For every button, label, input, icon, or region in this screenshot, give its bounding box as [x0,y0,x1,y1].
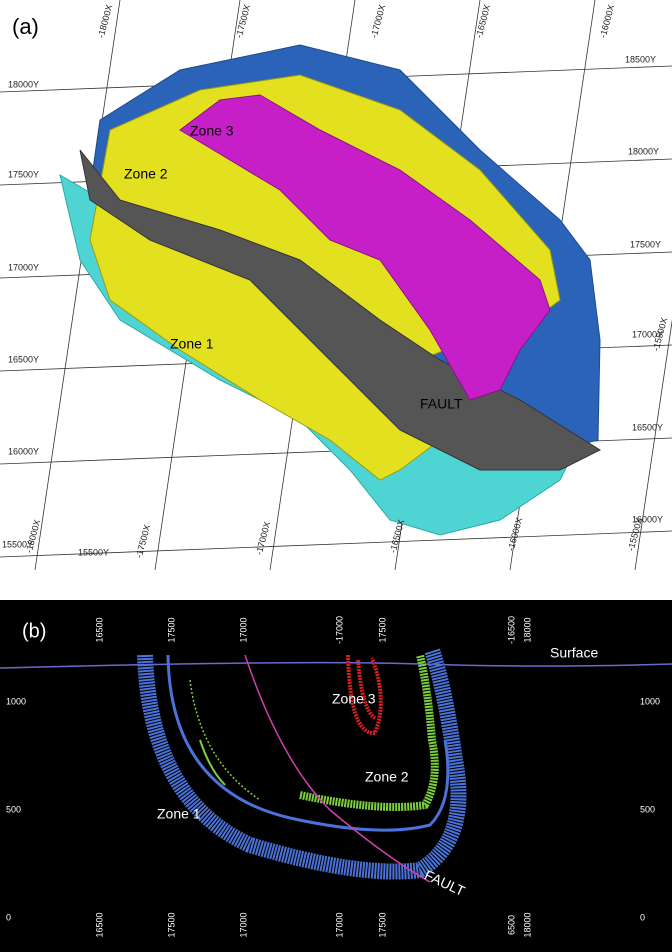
zone-label: Zone 1 [157,806,201,822]
left-label: 500 [6,804,21,814]
top-label: 17500 [166,617,176,642]
bottom-label: 17000 [334,912,344,937]
top-label: -17000 [334,616,344,644]
zone3-shape [179,94,551,401]
zone2-section [299,654,439,811]
bottom-label: 17500 [166,912,176,937]
zone-label: Zone 3 [332,691,376,707]
panel-label: (a) [12,14,39,39]
grid-label: 18000Y [628,146,659,156]
right-label: 0 [640,912,645,922]
zone-label: Zone 2 [365,769,409,785]
grid-label: 17000Y [632,329,663,339]
zone-label: Zone 2 [124,166,168,182]
right-label: 1000 [640,696,660,706]
grid-label: 17000Y [8,262,39,272]
grid-label: 16000Y [8,446,39,456]
grid-label: 18000Y [8,79,39,89]
panel-b-bg [0,600,672,952]
zone-label: Zone 3 [190,123,234,139]
zone1-section [137,647,467,880]
zone2-strand [189,679,261,801]
grid-line [0,530,672,558]
bottom-label: 18000 [522,912,532,937]
bottom-label: 17000 [238,912,248,937]
bottom-label: 6500 [506,915,516,935]
zone-label: FAULT [420,396,463,412]
grid-line [634,319,672,571]
grid-label: 16000Y [632,514,663,524]
left-label: 1000 [6,696,26,706]
top-label: -16500 [506,616,516,644]
grid-label: 18500Y [625,54,656,64]
fault-line [244,654,431,883]
zone3-section [346,654,383,735]
panel-label: (b) [22,620,46,642]
grid-line [34,0,121,571]
grid-label: 16500Y [8,354,39,364]
grid-label: 17500Y [8,169,39,179]
grid-label: 16500Y [632,422,663,432]
left-label: 0 [6,912,11,922]
top-label: 17500 [377,617,387,642]
grid-label: 17500Y [630,239,661,249]
top-label: 16500 [94,617,104,642]
grid-label: 15500Y [2,539,33,549]
zone-label: Zone 1 [170,336,214,352]
grid-label: 15500Y [78,547,109,557]
zone2-strand [199,739,226,786]
zone1-inner [166,654,450,832]
right-label: 500 [640,804,655,814]
surface-label: Surface [550,645,598,661]
top-label: 17000 [238,617,248,642]
top-label: 18000 [522,617,532,642]
bottom-label: 17500 [377,912,387,937]
bottom-label: 16500 [94,912,104,937]
